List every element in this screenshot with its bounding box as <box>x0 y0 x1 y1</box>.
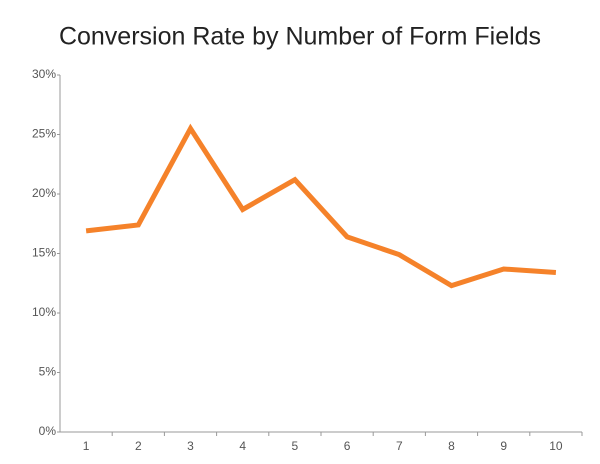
x-tick-label: 6 <box>344 439 351 453</box>
y-tick-label: 10% <box>32 305 56 319</box>
y-tick-label: 20% <box>32 186 56 200</box>
y-tick-label: 5% <box>39 365 57 379</box>
y-tick-label: 15% <box>32 246 56 260</box>
x-tick-label: 2 <box>135 439 142 453</box>
chart-title: Conversion Rate by Number of Form Fields <box>59 23 541 51</box>
y-tick-label: 30% <box>32 67 56 81</box>
x-tick-label: 3 <box>187 439 194 453</box>
x-tick-label: 4 <box>239 439 246 453</box>
x-tick-label: 10 <box>549 439 563 453</box>
x-tick-label: 5 <box>292 439 299 453</box>
line <box>85 123 557 289</box>
y-tick-label: 25% <box>32 127 56 141</box>
x-tick-label: 1 <box>83 439 90 453</box>
x-tick-label: 9 <box>500 439 507 453</box>
x-tick-label: 8 <box>448 439 455 453</box>
x-tick-label: 7 <box>396 439 403 453</box>
y-tick-label: 0% <box>39 424 57 438</box>
